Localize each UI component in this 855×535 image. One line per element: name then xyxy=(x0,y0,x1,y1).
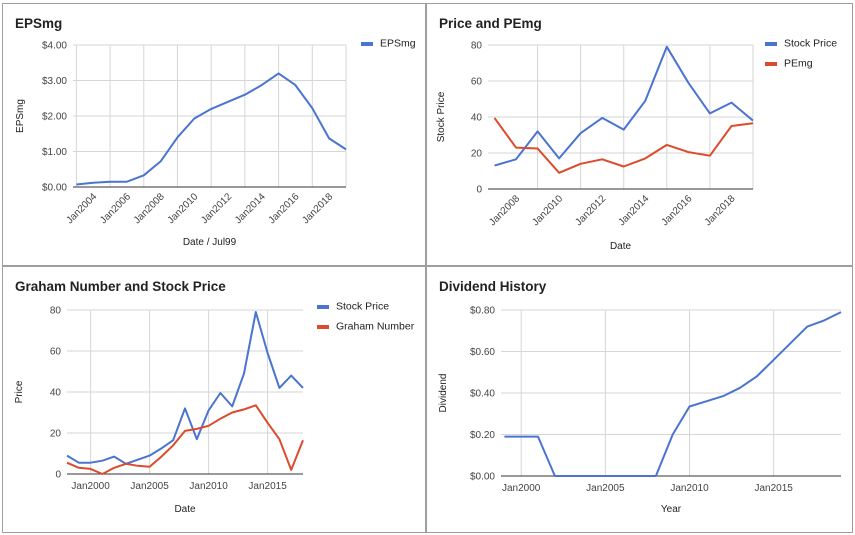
y-axis-label: Dividend xyxy=(438,374,449,413)
legend-entry: Stock Price xyxy=(784,38,837,50)
graham-chart-panel: Graham Number and Stock Price 0 20 40 60 80 Ja… xyxy=(2,266,426,533)
x-tick-label: Jan2015 xyxy=(754,483,793,494)
stock-price-line xyxy=(66,311,304,465)
y-tick-label: $2.00 xyxy=(42,112,67,123)
x-tick-label: Jan2008 xyxy=(487,193,522,228)
legend-entry: EPSmg xyxy=(380,38,416,50)
x-tick-label: Jan2016 xyxy=(660,193,695,228)
stock-price-line xyxy=(494,45,754,167)
y-tick-label: $0.40 xyxy=(470,389,495,400)
x-tick-label: Jan2014 xyxy=(616,193,651,228)
x-tick-label: Jan2010 xyxy=(530,193,565,228)
y-tick-label: 20 xyxy=(471,149,483,160)
y-tick-label: $1.00 xyxy=(42,147,67,158)
y-tick-label: $0.00 xyxy=(470,472,495,483)
legend-swatch xyxy=(361,42,373,46)
price-pe-chart-panel: Price and PEmg 0 20 40 60 80 Jan2008 Jan2010 Jan… xyxy=(426,3,853,266)
y-tick-label: $3.00 xyxy=(42,76,67,87)
y-tick-label: $0.80 xyxy=(470,306,495,317)
x-tick-label: Jan2004 xyxy=(64,191,99,226)
x-tick-label: Jan2000 xyxy=(71,481,110,492)
chart-title: EPSmg xyxy=(15,16,62,31)
x-tick-label: Jan2010 xyxy=(189,481,228,492)
y-tick-label: $0.60 xyxy=(470,347,495,358)
x-tick-label: Jan2015 xyxy=(248,481,287,492)
legend-entry: Stock Price xyxy=(336,301,389,313)
graham-price-chart: Graham Number and Stock Price 0 20 40 60 80 Ja… xyxy=(14,279,415,515)
y-tick-label: 0 xyxy=(55,470,61,481)
x-axis-label: Year xyxy=(661,504,682,515)
y-axis-label: Stock Price xyxy=(436,91,447,142)
x-tick-label: Jan2010 xyxy=(166,191,201,226)
x-tick-label: Jan2014 xyxy=(233,191,268,226)
y-tick-label: 0 xyxy=(476,185,482,196)
x-tick-label: Jan2010 xyxy=(670,483,709,494)
legend-swatch xyxy=(317,305,329,309)
dividend-chart-panel: Dividend History $0.00 $0.20 $0.40 $0.60 $0.8… xyxy=(426,266,853,533)
y-tick-label: 40 xyxy=(471,113,483,124)
chart-title: Graham Number and Stock Price xyxy=(15,279,226,294)
x-tick-label: Jan2005 xyxy=(586,483,625,494)
legend-swatch xyxy=(765,42,777,46)
x-axis-label: Date xyxy=(610,241,632,252)
y-tick-label: $0.20 xyxy=(470,430,495,441)
legend-entry: Graham Number xyxy=(336,321,415,333)
legend-swatch xyxy=(765,62,777,66)
x-tick-label: Jan2008 xyxy=(132,191,167,226)
y-tick-label: 60 xyxy=(50,347,62,358)
chart-title: Price and PEmg xyxy=(439,16,542,31)
x-tick-label: Jan2000 xyxy=(502,483,541,494)
x-tick-label: Jan2018 xyxy=(703,193,738,228)
y-tick-label: 40 xyxy=(50,388,62,399)
y-tick-label: 80 xyxy=(50,306,62,317)
y-axis-label: EPSmg xyxy=(15,99,26,133)
eps-chart-panel: EPSmg $0.00 $1.00 $2.00 $3.00 $4.00 Jan2004 Jan… xyxy=(2,3,426,266)
y-axis-label: Price xyxy=(14,380,25,403)
y-tick-label: 20 xyxy=(50,429,62,440)
x-tick-label: Jan2005 xyxy=(130,481,169,492)
legend-swatch xyxy=(317,325,329,329)
pemg-line xyxy=(493,117,754,174)
legend-entry: PEmg xyxy=(784,58,813,70)
x-tick-label: Jan2016 xyxy=(267,191,302,226)
x-axis-label: Date / Jul99 xyxy=(183,237,237,248)
epsmg-line xyxy=(76,72,347,186)
x-axis-label: Date xyxy=(174,504,196,515)
eps-chart: EPSmg$0.00$1.00$2.00$3.00$4.00Jan2004Jan… xyxy=(15,16,416,248)
y-tick-label: $0.00 xyxy=(42,183,67,194)
x-tick-label: Jan2012 xyxy=(573,193,608,228)
x-tick-label: Jan2012 xyxy=(199,191,234,226)
x-tick-label: Jan2006 xyxy=(98,191,133,226)
graham-number-line xyxy=(66,404,304,475)
y-tick-label: 60 xyxy=(471,77,483,88)
series-line xyxy=(504,311,842,477)
y-tick-label: 80 xyxy=(471,41,483,52)
chart-title: Dividend History xyxy=(439,279,547,294)
dividend-history-chart: Dividend History $0.00 $0.20 $0.40 $0.60 $0.8… xyxy=(438,279,842,515)
x-tick-label: Jan2018 xyxy=(300,191,335,226)
y-tick-label: $4.00 xyxy=(42,41,67,52)
